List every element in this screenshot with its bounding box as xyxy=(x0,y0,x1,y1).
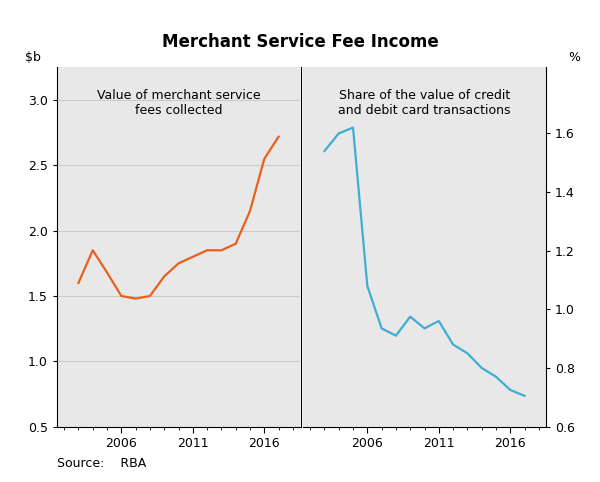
Text: Share of the value of credit
and debit card transactions: Share of the value of credit and debit c… xyxy=(338,89,511,117)
Text: Merchant Service Fee Income: Merchant Service Fee Income xyxy=(161,33,439,51)
Text: %: % xyxy=(568,51,580,64)
Text: Value of merchant service
fees collected: Value of merchant service fees collected xyxy=(97,89,260,117)
Text: $b: $b xyxy=(25,51,41,64)
Text: Source:    RBA: Source: RBA xyxy=(57,457,146,470)
